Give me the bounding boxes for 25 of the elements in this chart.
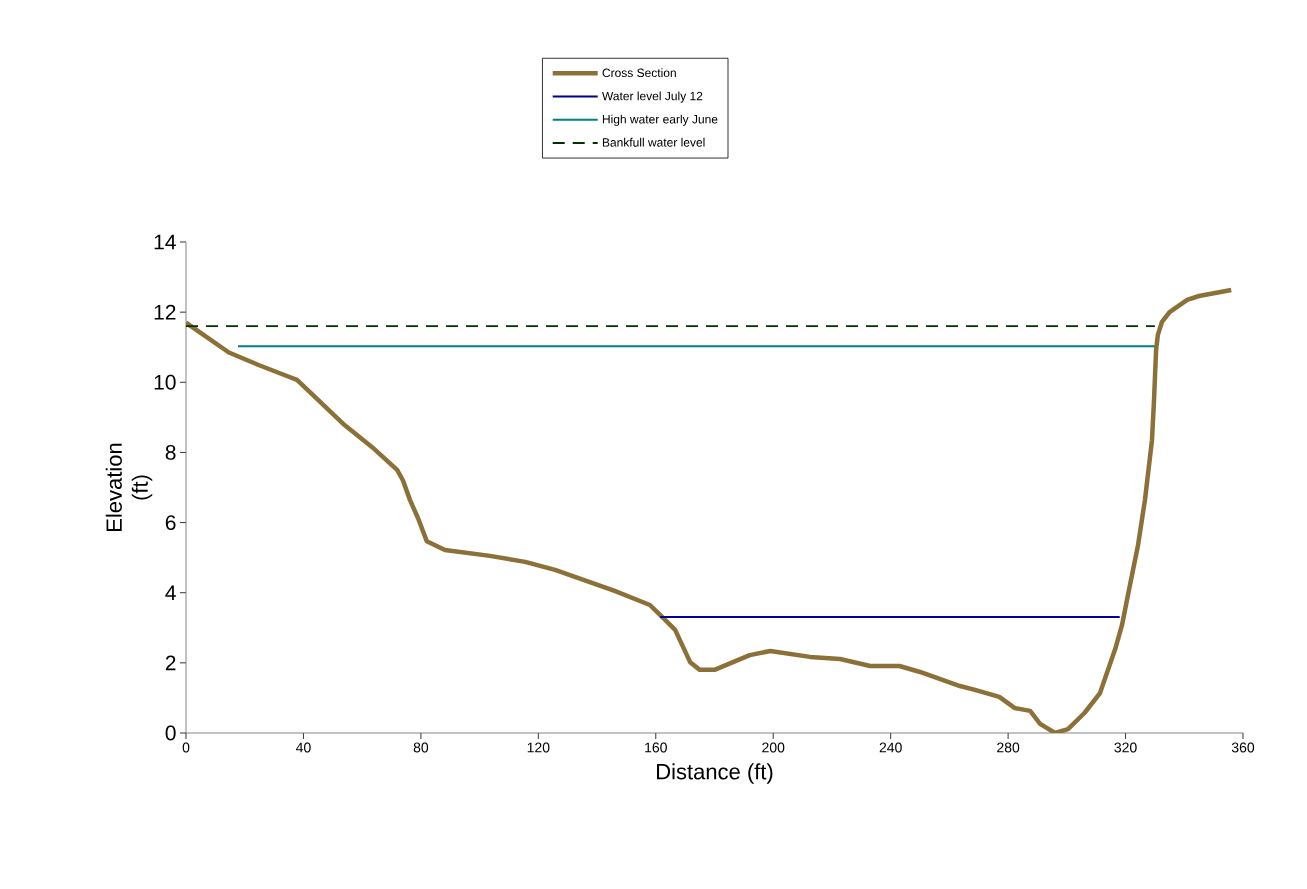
y-axis-title: Elevation (ft) bbox=[105, 443, 153, 531]
y-tick-label: 12 bbox=[154, 304, 176, 320]
y-tick-label: 8 bbox=[165, 444, 176, 460]
x-tick-label: 80 bbox=[413, 742, 429, 753]
y-tick-label: 14 bbox=[154, 234, 176, 250]
x-tick-label: 280 bbox=[997, 742, 1020, 753]
y-tick-label: 0 bbox=[165, 725, 176, 741]
line-series bbox=[186, 287, 1234, 733]
legend-label: Bankfull water level bbox=[602, 137, 705, 147]
legend-label: Water level July 12 bbox=[602, 91, 703, 103]
y-tick-label: 6 bbox=[165, 515, 176, 530]
x-tick-label: 120 bbox=[527, 742, 550, 753]
y-tick-label: 2 bbox=[165, 655, 176, 671]
x-tick-label: 40 bbox=[295, 742, 311, 753]
y-tick-label: 10 bbox=[154, 374, 176, 390]
x-tick-label: 0 bbox=[182, 742, 190, 753]
y-tick-label: 4 bbox=[165, 585, 176, 600]
x-tick-label: 240 bbox=[879, 742, 902, 753]
x-tick-label: 360 bbox=[1231, 742, 1255, 753]
x-tick-label: 200 bbox=[762, 742, 785, 753]
legend-label: Cross Section bbox=[602, 68, 676, 78]
x-tick-label: 160 bbox=[645, 742, 667, 753]
x-tick-label: 320 bbox=[1114, 742, 1137, 753]
legend-label: High water early June bbox=[602, 114, 718, 126]
x-axis-title: Distance (ft) bbox=[657, 763, 773, 784]
